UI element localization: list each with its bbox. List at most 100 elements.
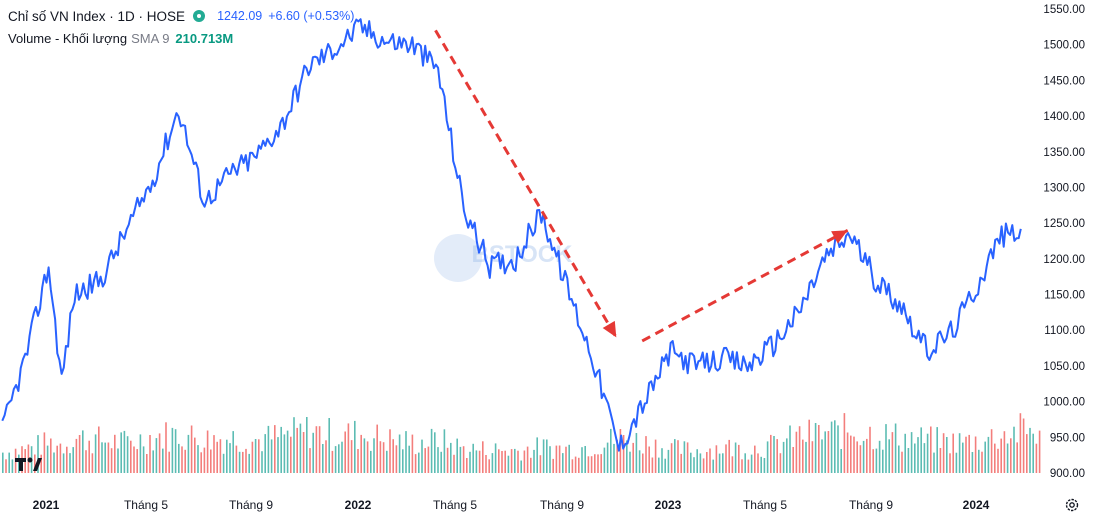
volume-bar — [142, 446, 145, 473]
volume-bar — [344, 431, 346, 473]
volume-bar — [606, 442, 609, 473]
volume-bar — [462, 446, 465, 473]
volume-bar — [488, 459, 490, 473]
volume-bar — [11, 459, 14, 473]
volume-bar — [754, 445, 756, 473]
volume-bar — [107, 442, 110, 473]
volume-bar — [709, 448, 711, 473]
volume-bar — [789, 425, 791, 473]
volume-bar — [955, 452, 958, 473]
volume-bar — [459, 446, 462, 473]
volume-bar — [222, 453, 225, 473]
volume-bar — [325, 440, 327, 473]
volume-bar — [398, 434, 401, 473]
volume-bar — [482, 441, 484, 473]
volume-bar — [910, 432, 913, 473]
volume-bar — [850, 435, 852, 473]
volume-bar — [834, 420, 836, 473]
volume-bar — [600, 454, 602, 473]
volume-bar — [680, 453, 682, 473]
volume-bar — [578, 457, 580, 473]
volume-bar — [619, 429, 622, 473]
volume-bar — [978, 449, 980, 473]
volume-bar — [616, 439, 618, 473]
tradingview-logo-icon[interactable] — [14, 454, 44, 474]
volume-bar — [226, 439, 228, 473]
chart-legend: Chỉ số VN Index · 1D · HOSE 1242.09 +6.6… — [8, 6, 354, 48]
volume-bar — [56, 445, 58, 473]
volume-bar — [853, 436, 855, 473]
volume-bar — [120, 432, 122, 473]
volume-bar — [613, 443, 615, 473]
volume-bar — [965, 436, 967, 473]
y-axis-tick-label: 950.00 — [1050, 432, 1085, 444]
y-axis-tick-label: 1300.00 — [1043, 183, 1085, 195]
volume-bar — [728, 439, 730, 473]
volume-value: 210.713M — [175, 30, 234, 46]
volume-bar — [862, 440, 865, 473]
volume-bar — [558, 445, 561, 473]
volume-bar — [203, 447, 206, 473]
y-axis-tick-label: 1100.00 — [1044, 325, 1085, 337]
volume-bar — [402, 449, 404, 473]
volume-bar — [373, 438, 375, 473]
volume-bar — [891, 432, 894, 473]
symbol-title[interactable]: Chỉ số VN Index · 1D · HOSE — [8, 8, 186, 24]
volume-bar — [389, 429, 391, 473]
volume-bar — [312, 432, 314, 473]
volume-bar — [299, 423, 302, 473]
volume-bar — [219, 439, 222, 473]
volume-bar — [610, 428, 612, 473]
volume-bar — [907, 448, 910, 473]
trend-arrow-line — [434, 29, 618, 339]
volume-bar — [536, 437, 538, 473]
volume-bar — [885, 424, 887, 473]
volume-bar — [450, 442, 452, 473]
volume-bar — [395, 445, 398, 473]
volume-bar — [283, 434, 286, 473]
volume-bar — [91, 453, 94, 473]
volume-bar — [888, 439, 890, 473]
volume-bar — [750, 454, 753, 473]
volume-bar — [827, 431, 830, 473]
volume-bar — [824, 431, 826, 473]
volume-bar — [341, 441, 343, 473]
volume-bar — [837, 425, 839, 473]
volume-bar — [546, 439, 548, 473]
volume-bar — [382, 442, 385, 473]
volume-bar — [747, 459, 750, 473]
volume-bar — [549, 446, 551, 473]
volume-bar — [264, 434, 266, 473]
volume-bar — [702, 458, 705, 473]
volume-bar — [821, 439, 823, 473]
volume-bar — [469, 451, 471, 473]
volume-label[interactable]: Volume - Khối lượng — [8, 30, 128, 46]
volume-bar — [5, 459, 7, 473]
volume-bar — [818, 425, 820, 473]
volume-bar — [309, 448, 311, 473]
volume-bar — [1013, 426, 1015, 473]
volume-bar — [427, 446, 430, 473]
volume-bar — [773, 436, 775, 473]
volume-bar — [507, 455, 510, 473]
volume-bar — [322, 444, 324, 473]
x-axis-tick-label: Tháng 9 — [849, 498, 893, 512]
volume-bar — [421, 439, 423, 473]
volume-bar — [590, 456, 593, 473]
volume-bar — [152, 450, 154, 473]
gear-icon[interactable] — [1064, 497, 1080, 513]
volume-bar — [670, 443, 673, 473]
volume-bar — [872, 449, 874, 473]
volume-bar — [200, 452, 202, 473]
volume-bar — [270, 439, 273, 473]
volume-bar — [472, 443, 474, 473]
volume-bar — [581, 447, 583, 473]
volume-bar — [139, 434, 142, 473]
volume-bar — [328, 418, 330, 473]
volume-bar — [123, 430, 126, 473]
volume-bar — [882, 449, 884, 473]
volume-bar — [443, 429, 446, 473]
volume-bar — [360, 434, 362, 473]
